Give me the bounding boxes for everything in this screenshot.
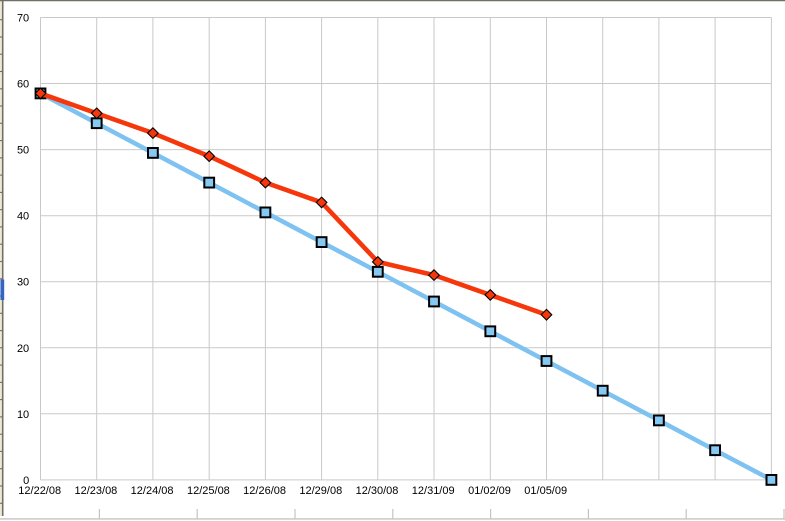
svg-text:01/05/09: 01/05/09 [524, 485, 567, 497]
svg-text:12/24/08: 12/24/08 [131, 485, 174, 497]
svg-text:70: 70 [17, 13, 29, 25]
svg-text:12/22/08: 12/22/08 [18, 485, 61, 497]
svg-text:12/23/08: 12/23/08 [74, 485, 117, 497]
svg-text:12/30/08: 12/30/08 [356, 485, 399, 497]
svg-text:40: 40 [17, 211, 29, 223]
svg-text:20: 20 [17, 343, 29, 355]
svg-text:30: 30 [17, 277, 29, 289]
svg-text:12/31/09: 12/31/09 [412, 485, 455, 497]
svg-text:12/29/08: 12/29/08 [299, 485, 342, 497]
svg-text:01/02/09: 01/02/09 [468, 485, 511, 497]
svg-text:50: 50 [17, 145, 29, 157]
svg-text:60: 60 [17, 79, 29, 91]
svg-text:12/26/08: 12/26/08 [243, 485, 286, 497]
svg-text:0: 0 [23, 475, 29, 487]
svg-text:10: 10 [17, 409, 29, 421]
svg-text:12/25/08: 12/25/08 [187, 485, 230, 497]
